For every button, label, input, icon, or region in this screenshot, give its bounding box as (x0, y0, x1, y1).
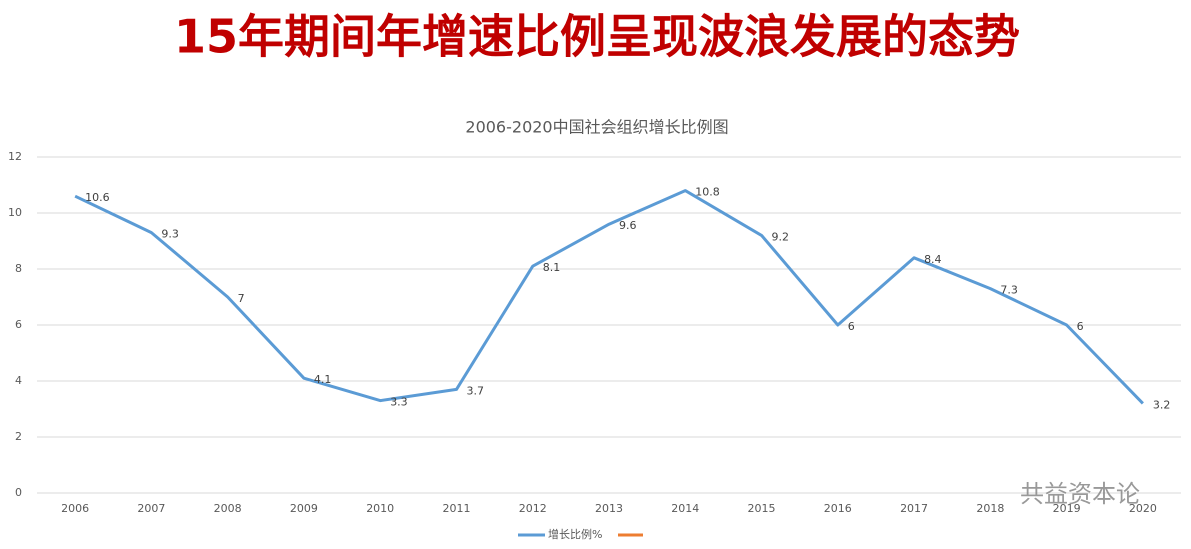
x-tick-label: 2010 (366, 502, 394, 515)
y-tick-label: 2 (15, 430, 22, 443)
data-label: 6 (848, 320, 855, 333)
watermark: 共益资本论 (1020, 480, 1140, 508)
heading: 15年期间年增速比例呈现波浪发展的态势 (174, 10, 1020, 64)
data-label: 3.7 (466, 384, 484, 397)
x-tick-label: 2014 (671, 502, 699, 515)
x-tick-label: 2008 (214, 502, 242, 515)
legend-label: 增长比例% (548, 527, 602, 541)
x-tick-label: 2009 (290, 502, 318, 515)
y-tick-label: 0 (15, 486, 22, 499)
data-label: 7.3 (1000, 284, 1018, 297)
x-tick-label: 2006 (61, 502, 89, 515)
x-tick-label: 2015 (748, 502, 776, 515)
x-tick-label: 2020 (1129, 502, 1157, 515)
data-label: 8.1 (543, 261, 561, 274)
x-tick-label: 2011 (442, 502, 470, 515)
y-tick-label: 6 (15, 318, 22, 331)
y-tick-label: 10 (8, 206, 22, 219)
data-label: 6 (1077, 320, 1084, 333)
y-tick-label: 8 (15, 262, 22, 275)
data-label: 3.2 (1153, 398, 1171, 411)
data-label: 10.6 (85, 191, 110, 204)
x-tick-label: 2012 (519, 502, 547, 515)
y-tick-label: 4 (15, 374, 22, 387)
x-tick-label: 2007 (137, 502, 165, 515)
data-label: 9.6 (619, 219, 637, 232)
data-label: 3.3 (390, 396, 408, 409)
data-label: 8.4 (924, 253, 942, 266)
y-tick-label: 12 (8, 150, 22, 163)
x-tick-label: 2019 (1053, 502, 1081, 515)
data-label: 9.2 (772, 230, 790, 243)
data-label: 9.3 (161, 228, 179, 241)
data-label: 4.1 (314, 373, 332, 386)
chart-title: 2006-2020中国社会组织增长比例图 (465, 118, 728, 137)
data-label: 7 (238, 292, 245, 305)
x-tick-label: 2017 (900, 502, 928, 515)
x-tick-label: 2018 (976, 502, 1004, 515)
data-line (74, 189, 1144, 405)
x-tick-label: 2013 (595, 502, 623, 515)
data-label: 10.8 (695, 186, 720, 199)
x-tick-label: 2016 (824, 502, 852, 515)
